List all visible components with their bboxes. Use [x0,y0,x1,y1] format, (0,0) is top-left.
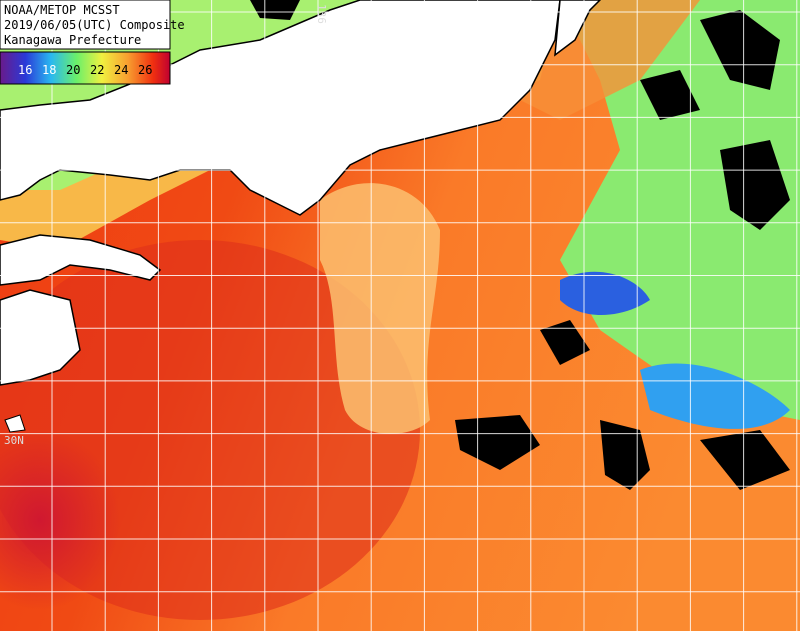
colorbar-label: 26 [138,63,152,77]
colorbar-labels: 16 18 20 22 24 26 [18,63,152,77]
cloud [250,0,300,20]
clouds [250,0,790,490]
cloud [540,320,590,365]
kyushu [0,289,81,386]
lat-label: 30N [4,434,24,447]
header-line: Kanagawa Prefecture [4,33,141,47]
shikoku [0,234,162,286]
boso [554,0,602,57]
warm-core [0,430,120,610]
cold-patch [560,271,650,315]
cloud [455,415,540,470]
cool-water-east [560,0,800,420]
lon-label: 136 [315,4,328,24]
honshu [0,0,561,216]
colorbar-label: 20 [66,63,80,77]
header-box [0,0,171,50]
cloud [640,70,700,120]
header-line: 2019/06/05(UTC) Composite [4,18,185,32]
colorbar-label: 24 [114,63,128,77]
colorbar-label: 18 [42,63,56,77]
island [4,414,26,433]
cool-plume [320,183,440,434]
header-line: NOAA/METOP MCSST [4,3,120,17]
cloud [700,430,790,490]
colorbar-label: 22 [90,63,104,77]
cloud [720,140,790,230]
colorbar-label: 16 [18,63,32,77]
colorbar [0,51,171,85]
cloud [700,10,780,90]
cold-patch [640,363,790,429]
